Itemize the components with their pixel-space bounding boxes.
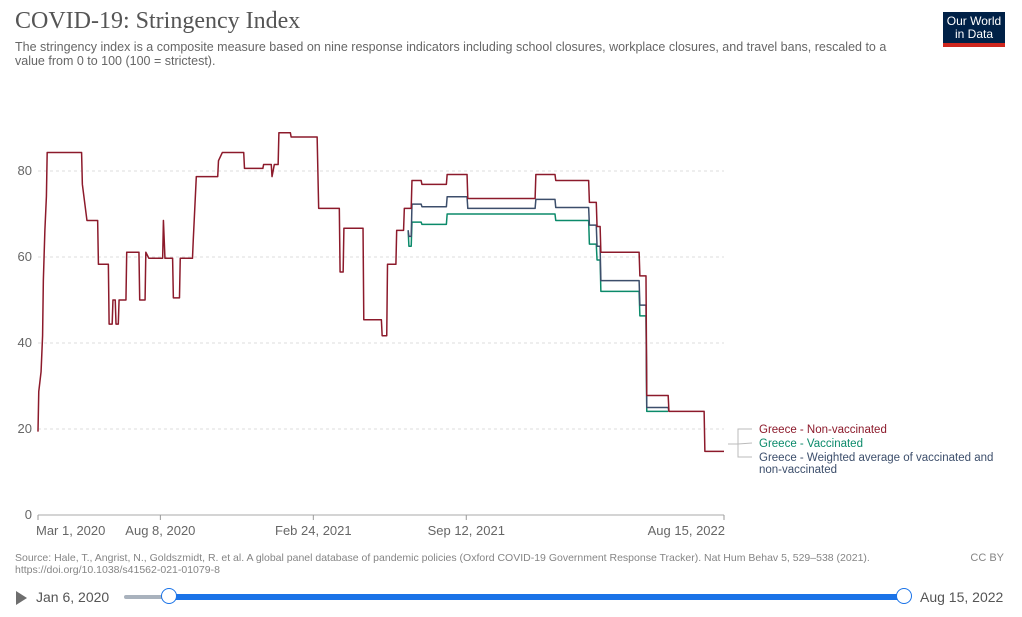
legend-label[interactable]: Greece - Weighted average of vaccinated … <box>759 452 993 476</box>
play-icon[interactable] <box>16 591 27 605</box>
x-tick-label: Aug 15, 2022 <box>648 523 725 538</box>
timeline-end-handle[interactable] <box>896 588 912 604</box>
chart-title: COVID-19: Stringency Index <box>15 8 301 34</box>
y-tick-label: 0 <box>25 507 32 522</box>
x-tick-label: Feb 24, 2021 <box>275 523 352 538</box>
logo-line-2: in Data <box>954 27 994 41</box>
x-tick-label: Sep 12, 2021 <box>428 523 505 538</box>
legend-connector <box>728 428 753 458</box>
x-tick-label: Aug 8, 2020 <box>125 523 195 538</box>
x-tick-label: Mar 1, 2020 <box>36 523 105 538</box>
timeline-track[interactable] <box>124 595 170 599</box>
y-axis: 0 20 40 60 80 <box>18 163 32 522</box>
timeline-start-handle[interactable] <box>161 588 177 604</box>
owid-logo[interactable]: Our World in Data <box>943 12 1005 47</box>
x-axis: Mar 1, 2020 Aug 8, 2020 Feb 24, 2021 Sep 12… <box>36 515 725 538</box>
series-lines <box>37 131 724 453</box>
legend-label[interactable]: Greece - Vaccinated <box>759 438 863 450</box>
timeline-start-label: Jan 6, 2020 <box>36 589 110 605</box>
chart-subtitle: The stringency index is a composite meas… <box>15 40 887 68</box>
gridlines <box>38 170 724 516</box>
timeline-end-label: Aug 15, 2022 <box>920 589 1004 605</box>
license-link[interactable]: CC BY <box>970 552 1004 564</box>
timeline-slider[interactable]: Jan 6, 2020 Aug 15, 2022 <box>0 582 1022 612</box>
series-line[interactable] <box>407 213 669 413</box>
timeline-selected-range[interactable] <box>168 594 904 600</box>
source-note: Source: Hale, T., Angrist, N., Goldszmid… <box>15 552 870 576</box>
y-tick-label: 40 <box>18 335 32 350</box>
legend: Greece - Non-vaccinated Greece - Vaccinat… <box>728 424 993 476</box>
legend-label[interactable]: Greece - Non-vaccinated <box>759 424 887 436</box>
series-line[interactable] <box>37 131 724 453</box>
series-line[interactable] <box>407 196 670 412</box>
y-tick-label: 60 <box>18 249 32 264</box>
line-chart: 0 20 40 60 80 Mar 1, 2020 Aug 8, 2020 Feb 24, … <box>18 131 993 538</box>
logo-line-1: Our World <box>946 14 1002 28</box>
y-tick-label: 20 <box>18 421 32 436</box>
y-tick-label: 80 <box>18 163 32 178</box>
